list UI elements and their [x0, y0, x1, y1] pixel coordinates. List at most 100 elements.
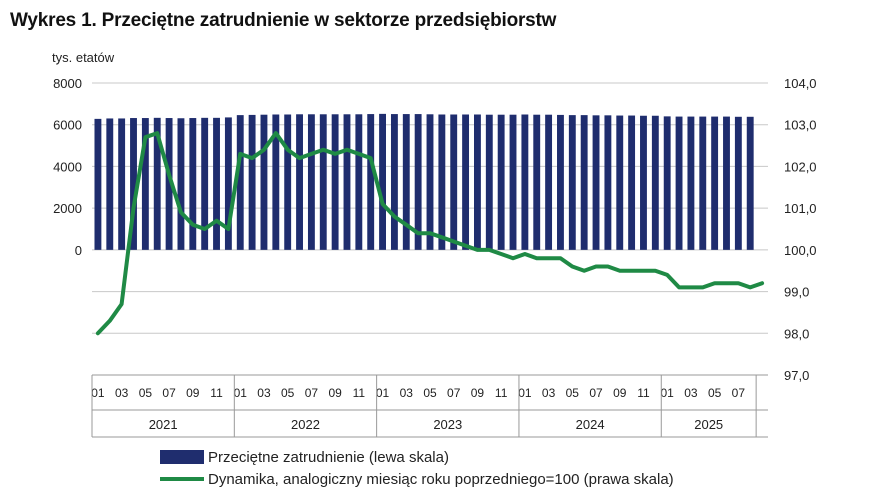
bar: [521, 114, 528, 249]
month-tick-label: 07: [447, 386, 461, 400]
bar: [557, 115, 564, 250]
bar: [296, 114, 303, 250]
bar: [237, 115, 244, 250]
bar: [249, 115, 256, 250]
bar: [498, 115, 505, 250]
month-tick-label: 09: [328, 386, 342, 400]
month-tick-label: 09: [186, 386, 200, 400]
month-tick-label: 11: [495, 386, 508, 400]
right-tick-label: 97,0: [784, 368, 809, 383]
legend-item-bars: Przeciętne zatrudnienie (lewa skala): [160, 446, 674, 468]
legend-label-line: Dynamika, analogiczny miesiąc roku poprz…: [208, 471, 674, 488]
year-label: 2023: [433, 417, 462, 432]
bar: [474, 114, 481, 249]
chart: tys. etatów 8000 6000 4000 2000 0 104,0 103,0 10…: [0, 0, 872, 503]
bar: [604, 115, 611, 250]
bar: [213, 118, 220, 250]
legend: Przeciętne zatrudnienie (lewa skala) Dyn…: [160, 446, 674, 490]
bar: [486, 115, 493, 250]
bar: [332, 114, 339, 250]
month-tick-label: 05: [281, 386, 295, 400]
bar: [687, 117, 694, 250]
bar: [723, 117, 730, 250]
bar: [510, 115, 517, 250]
bar: [450, 114, 457, 249]
bar: [640, 116, 647, 250]
month-tick-label: 01: [376, 386, 390, 400]
bar: [344, 114, 351, 250]
bar: [261, 115, 268, 250]
bar: [652, 116, 659, 250]
month-tick-label: 11: [210, 386, 223, 400]
month-tick-label: 01: [518, 386, 532, 400]
bar: [106, 118, 113, 249]
bar: [320, 114, 327, 250]
left-tick-label: 4000: [53, 159, 82, 174]
bar: [308, 114, 315, 250]
year-label: 2022: [291, 417, 320, 432]
bar: [462, 114, 469, 249]
month-tick-label: 05: [423, 386, 437, 400]
left-tick-label: 8000: [53, 76, 82, 91]
bar: [676, 117, 683, 250]
bar: [699, 117, 706, 250]
right-tick-label: 98,0: [784, 326, 809, 341]
bar: [593, 115, 600, 250]
month-tick-label: 09: [471, 386, 485, 400]
month-tick-label: 05: [139, 386, 153, 400]
year-label: 2024: [576, 417, 605, 432]
month-tick-label: 03: [400, 386, 414, 400]
month-tick-label: 05: [566, 386, 580, 400]
bar: [628, 116, 635, 250]
legend-swatch-bars: [160, 450, 204, 464]
bar: [427, 114, 434, 250]
bar: [284, 114, 291, 249]
month-tick-label: 03: [257, 386, 271, 400]
bar: [118, 118, 125, 249]
bar: [569, 115, 576, 250]
month-tick-label: 11: [637, 386, 650, 400]
bar: [438, 114, 445, 249]
right-tick-label: 102,0: [784, 159, 817, 174]
bar: [545, 115, 552, 250]
legend-swatch-line: [160, 477, 204, 481]
bar: [178, 118, 185, 250]
right-tick-label: 99,0: [784, 285, 809, 300]
month-tick-label: 03: [542, 386, 556, 400]
left-tick-label: 0: [75, 243, 82, 258]
month-tick-label: 05: [708, 386, 722, 400]
legend-label-bars: Przeciętne zatrudnienie (lewa skala): [208, 449, 449, 466]
month-tick-label: 07: [589, 386, 603, 400]
month-tick-label: 07: [162, 386, 176, 400]
right-tick-label: 104,0: [784, 76, 817, 91]
legend-item-line: Dynamika, analogiczny miesiąc roku poprz…: [160, 468, 674, 490]
bar: [189, 118, 196, 250]
year-label: 2025: [694, 417, 723, 432]
bar: [379, 114, 386, 250]
bar: [94, 119, 101, 250]
month-tick-label: 01: [234, 386, 248, 400]
month-tick-label: 03: [684, 386, 698, 400]
month-tick-label: 09: [613, 386, 627, 400]
left-tick-label: 2000: [53, 201, 82, 216]
right-tick-label: 100,0: [784, 243, 817, 258]
left-axis-label: tys. etatów: [52, 50, 115, 65]
month-tick-label: 01: [91, 386, 105, 400]
bar: [403, 114, 410, 250]
month-tick-label: 07: [732, 386, 746, 400]
bar: [367, 114, 374, 250]
right-tick-label: 103,0: [784, 118, 817, 133]
month-tick-label: 01: [661, 386, 675, 400]
month-tick-label: 03: [115, 386, 129, 400]
bar: [735, 117, 742, 250]
left-tick-label: 6000: [53, 118, 82, 133]
bar: [711, 117, 718, 250]
bar: [747, 117, 754, 250]
bar: [533, 115, 540, 250]
bar: [355, 114, 362, 250]
bar: [581, 115, 588, 250]
month-tick-label: 11: [353, 386, 366, 400]
month-tick-label: 07: [305, 386, 319, 400]
year-label: 2021: [149, 417, 178, 432]
bar: [664, 116, 671, 249]
